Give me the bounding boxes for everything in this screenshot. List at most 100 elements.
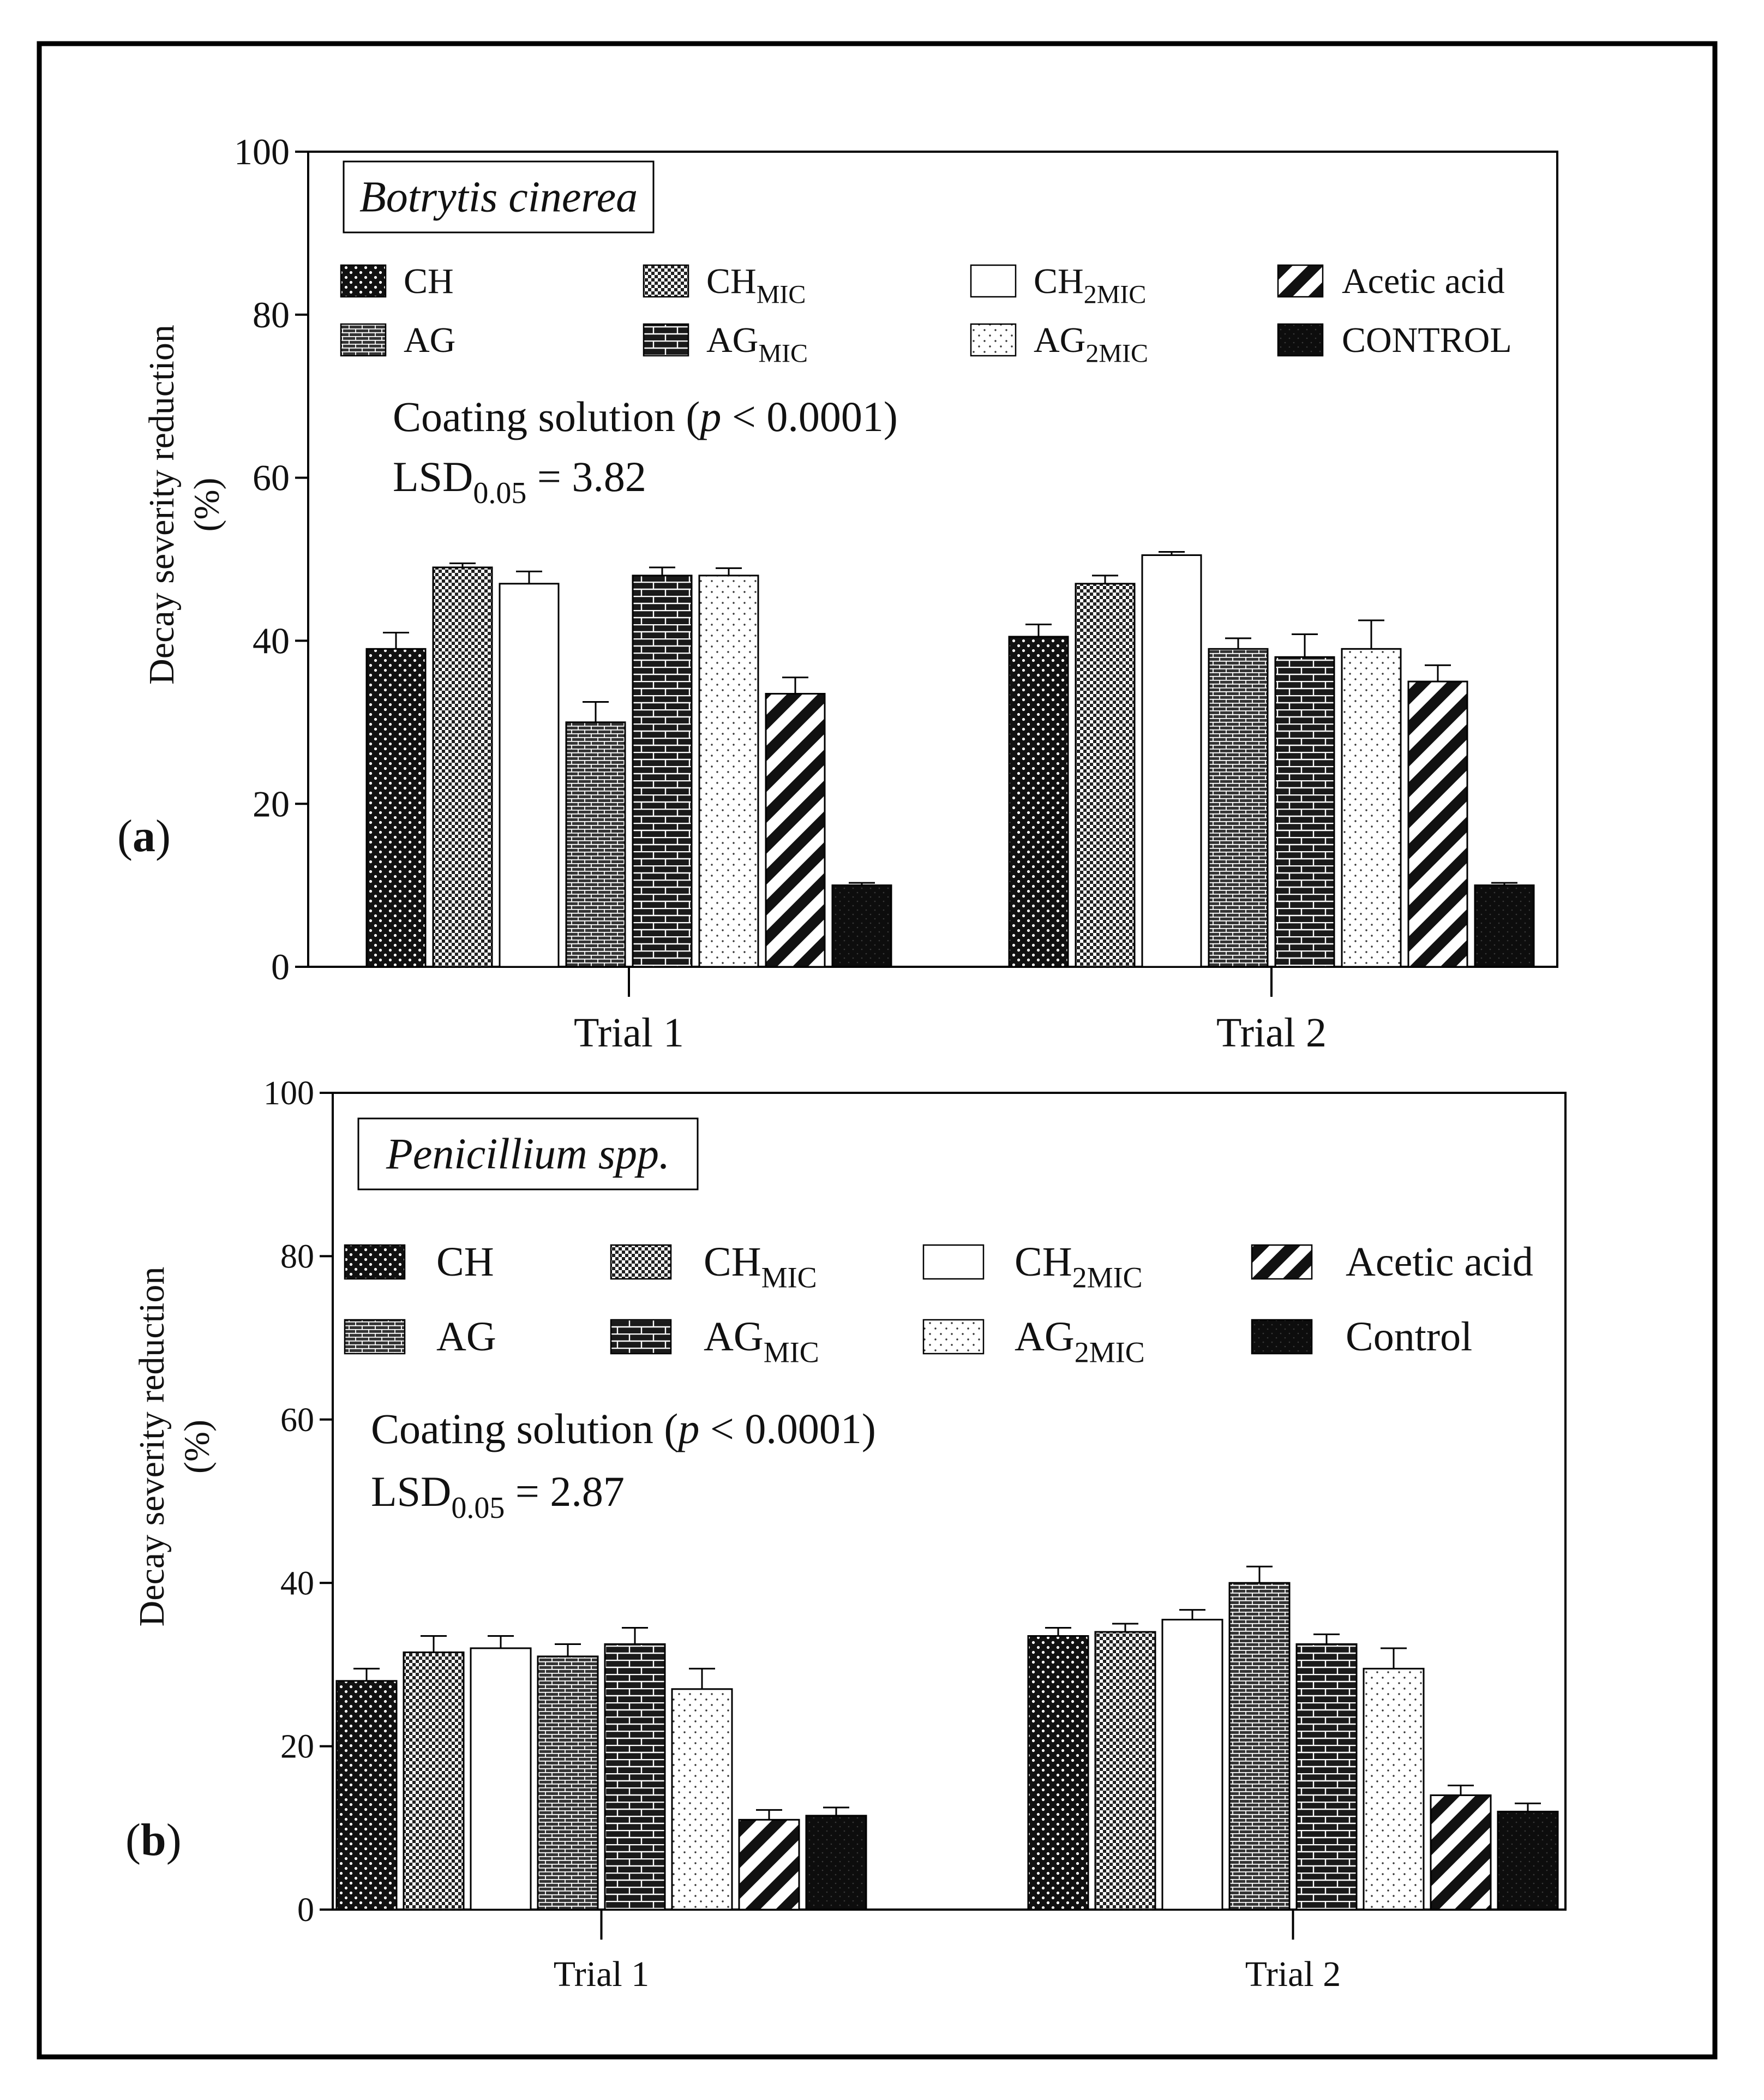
bar-control-trial-2 (1497, 1810, 1559, 1911)
legend: CH AG CHMIC AGMIC CH2MIC AG2MIC Acetic acid CON… (340, 261, 1512, 368)
bar-ch2mic-trial-1 (470, 1647, 532, 1911)
legend-label: CHMIC (704, 1239, 817, 1294)
bar-ag2mic-trial-1 (698, 575, 759, 968)
legend-swatch (340, 264, 387, 298)
legend-label: CH (404, 261, 454, 301)
y-tick-label: 40 (253, 620, 290, 662)
legend: CH AG CHMIC AGMIC CH2MIC AG2MIC Acetic acid Con… (344, 1239, 1533, 1368)
legend-swatch (1251, 1244, 1313, 1280)
chart-title: Penicillium spp. (386, 1130, 670, 1178)
bar-acetic-acid-trial-2 (1430, 1794, 1492, 1911)
bar-ag2mic-trial-2 (1341, 648, 1402, 968)
legend-label: Acetic acid (1342, 261, 1505, 301)
legend-swatch (643, 323, 689, 357)
legend-swatch (643, 264, 689, 298)
legend-label: AG (404, 320, 455, 360)
legend-swatch (344, 1244, 406, 1280)
bar-ag-trial-1 (537, 1655, 599, 1911)
bar-chmic-trial-2 (1094, 1631, 1156, 1911)
legend-label: AGMIC (704, 1314, 819, 1368)
x-tick-label: Trial 1 (574, 1010, 684, 1056)
legend-item-agmic: AGMIC (610, 1314, 819, 1368)
bar-ch2mic-trial-2 (1161, 1619, 1223, 1911)
legend-label: AG (436, 1314, 496, 1360)
legend-item-ag: AG (344, 1314, 496, 1360)
bar-ch-trial-1 (365, 648, 427, 968)
bar-acetic-acid-trial-1 (738, 1818, 800, 1911)
figure-frame (37, 41, 1718, 2060)
bar-ag-trial-1 (565, 721, 626, 968)
chart-title: Botrytis cinerea (359, 173, 638, 221)
y-axis-label: Decay severity reduction (%) (142, 325, 227, 685)
y-tick-label: 60 (253, 457, 290, 499)
legend-swatch (1277, 323, 1324, 357)
legend-item-ch2mic: CH2MIC (970, 261, 1146, 309)
legend-item-ag: AG (340, 320, 455, 360)
panel-label: (b) (125, 1815, 182, 1865)
legend-swatch (340, 323, 387, 357)
bar-ch2mic-trial-2 (1141, 554, 1202, 968)
legend-swatch (922, 1319, 985, 1355)
bar-agmic-trial-1 (604, 1643, 666, 1911)
chart-panel-b: 0 20 40 60 80 100 Decay severity reduction (%) (… (125, 1075, 1567, 1994)
bar-chmic-trial-2 (1075, 583, 1136, 968)
legend-item-acetic-acid: Acetic acid (1251, 1239, 1533, 1285)
legend-swatch (1277, 264, 1324, 298)
y-tick-label: 100 (234, 131, 290, 172)
title-box (343, 160, 655, 234)
legend-label: CH (436, 1239, 494, 1285)
annotation-significance: Coating solution (p < 0.0001) (393, 393, 898, 440)
legend-swatch (610, 1244, 672, 1280)
legend-label: Acetic acid (1346, 1239, 1533, 1285)
legend-swatch (344, 1319, 406, 1355)
panel-label: (a) (117, 811, 171, 861)
legend-item-chmic: CHMIC (610, 1239, 817, 1294)
legend-swatch (1251, 1319, 1313, 1355)
bar-acetic-acid-trial-1 (765, 693, 826, 968)
bar-control-trial-1 (831, 884, 892, 968)
y-tick-label: 40 (280, 1565, 314, 1602)
bar-ag-trial-2 (1208, 648, 1269, 968)
annotation-lsd: LSD0.05 = 3.82 (393, 453, 646, 510)
y-tick-label: 60 (280, 1402, 314, 1439)
legend-item-chmic: CHMIC (643, 261, 806, 309)
legend-item-ag2mic: AG2MIC (922, 1314, 1145, 1368)
y-tick-label: 20 (253, 783, 290, 824)
plot-border (332, 1092, 1567, 1911)
bar-control-trial-1 (805, 1815, 867, 1911)
legend-item-ch: CH (344, 1239, 494, 1285)
legend-swatch (922, 1244, 985, 1280)
legend-label: AG2MIC (1034, 320, 1148, 368)
x-tick-label: Trial 1 (554, 1954, 649, 1994)
legend-label: CONTROL (1342, 320, 1512, 360)
legend-item-acetic-acid: Acetic acid (1277, 261, 1505, 301)
legend-item-control: Control (1251, 1314, 1472, 1360)
y-tick-label: 80 (253, 294, 290, 336)
bar-agmic-trial-1 (632, 575, 693, 968)
bar-ch-trial-2 (1008, 636, 1069, 968)
bar-agmic-trial-2 (1295, 1643, 1358, 1911)
legend-label: Control (1346, 1314, 1472, 1360)
legend-label: AG2MIC (1015, 1314, 1145, 1368)
legend-swatch (610, 1319, 672, 1355)
x-tick-label: Trial 2 (1216, 1010, 1327, 1056)
y-tick-label: 100 (263, 1075, 314, 1112)
bar-chmic-trial-1 (432, 566, 493, 968)
bar-ch-trial-2 (1027, 1635, 1089, 1911)
bar-ch-trial-1 (335, 1680, 398, 1911)
legend-swatch (970, 264, 1017, 298)
bar-ag2mic-trial-1 (671, 1688, 733, 1911)
bar-acetic-acid-trial-2 (1407, 680, 1468, 968)
plot-border (307, 151, 1558, 968)
y-axis-label: Decay severity reduction (%) (132, 1267, 217, 1627)
legend-label: AGMIC (706, 320, 808, 368)
title-box (357, 1117, 699, 1190)
y-tick-label: 80 (280, 1238, 314, 1275)
bar-agmic-trial-2 (1274, 656, 1335, 968)
x-tick-label: Trial 2 (1245, 1954, 1341, 1994)
y-tick-label: 20 (280, 1728, 314, 1766)
bar-ch2mic-trial-1 (499, 583, 560, 968)
legend-label: CHMIC (706, 261, 806, 309)
annotation-significance: Coating solution (p < 0.0001) (371, 1405, 876, 1452)
